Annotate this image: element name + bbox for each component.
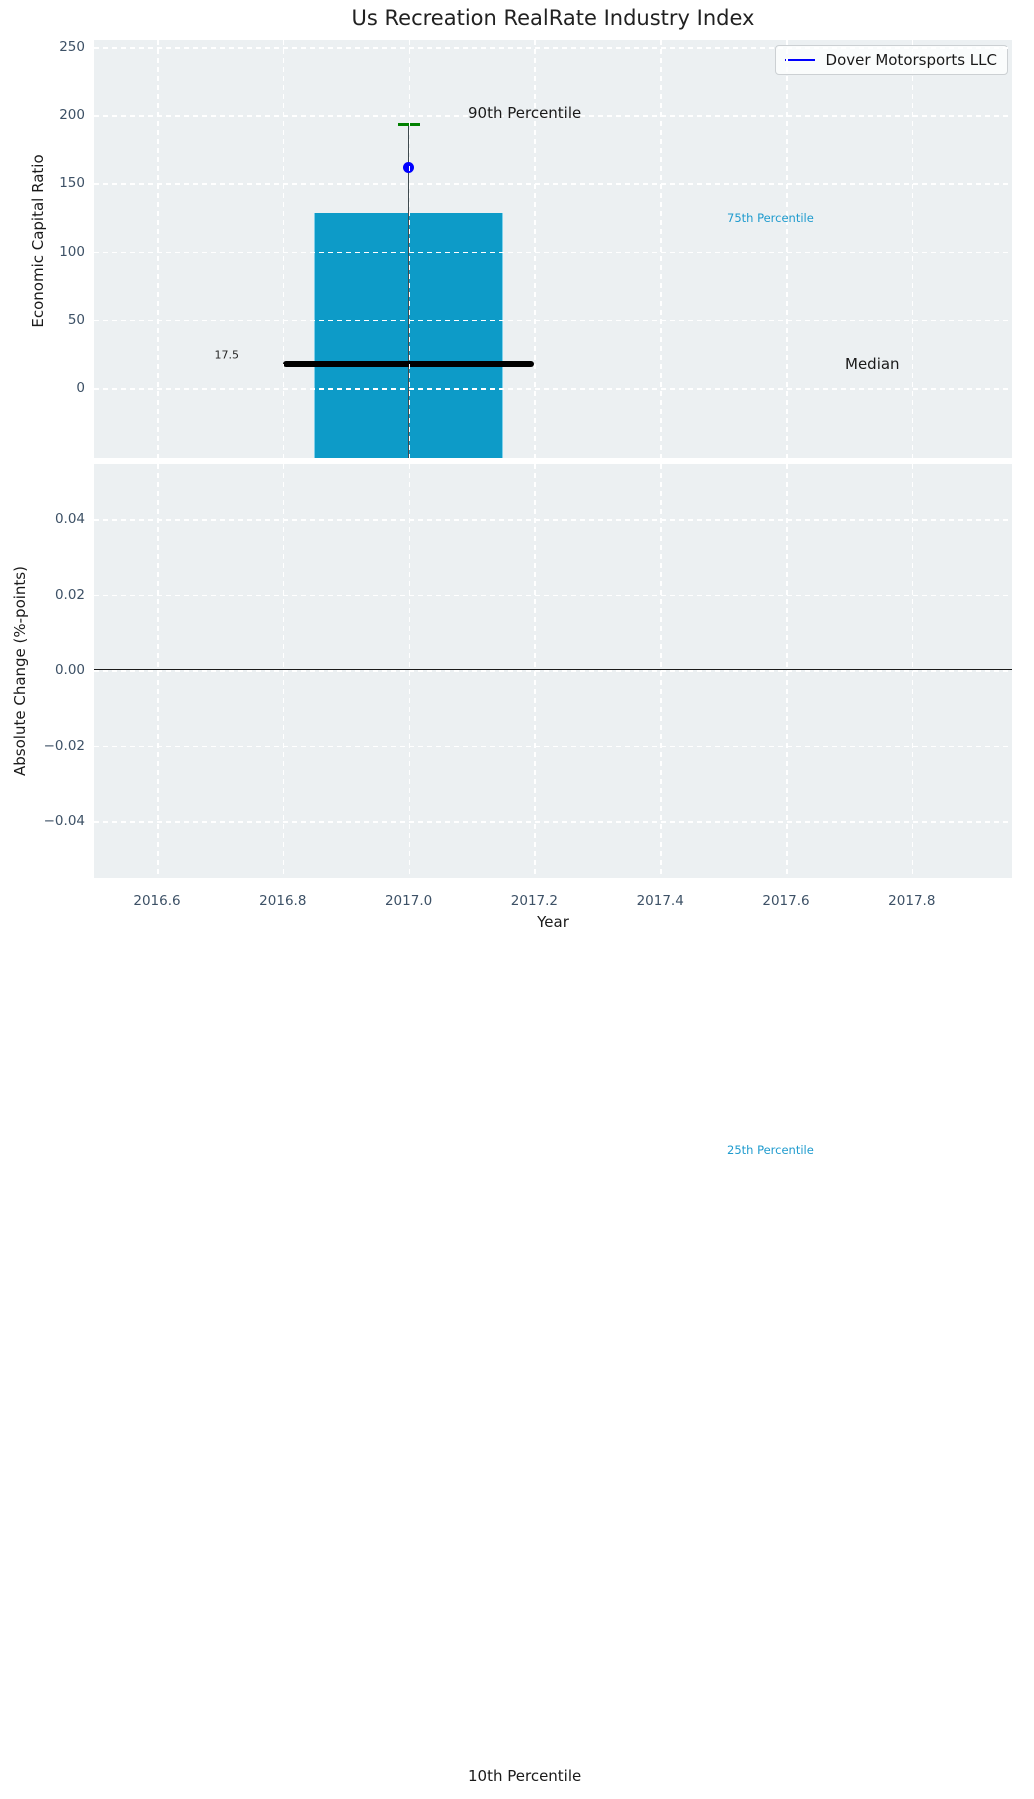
y-tick-label-top: 250	[59, 39, 85, 55]
y-tick-label-top: 50	[67, 311, 85, 328]
legend: Dover Motorsports LLC	[774, 45, 1008, 75]
median-value-label: 17.5	[214, 348, 240, 362]
gridline-vertical	[282, 40, 285, 458]
legend-line-sample	[784, 58, 815, 62]
gridline-vertical	[408, 40, 411, 458]
gridline-horizontal	[94, 183, 1012, 185]
annotation-median: Median	[845, 355, 900, 373]
annotation-25th-percentile: 25th Percentile	[727, 1143, 814, 1157]
gridline-horizontal	[94, 388, 1012, 390]
x-tick-label: 2016.6	[133, 893, 181, 909]
gridline-vertical	[157, 40, 159, 458]
top-y-axis-label: Economic Capital Ratio	[29, 154, 47, 328]
gridline-horizontal	[94, 821, 1012, 823]
y-tick-label-bottom: 0.02	[54, 586, 85, 603]
gridline-horizontal	[94, 115, 1012, 117]
bottom-subplot	[94, 464, 1012, 878]
annotation-90th-percentile: 90th Percentile	[468, 104, 582, 122]
gridline-horizontal	[94, 594, 1012, 596]
gridline-vertical	[911, 40, 914, 458]
x-tick-label: 2016.8	[259, 893, 307, 909]
chart-title: Us Recreation RealRate Industry Index	[351, 6, 755, 30]
gridline-horizontal	[94, 519, 1012, 521]
gridline-vertical	[534, 40, 536, 458]
annotation-75th-percentile: 75th Percentile	[727, 211, 814, 225]
y-tick-label-bottom: 0.04	[54, 511, 85, 527]
gridline-vertical	[786, 40, 788, 458]
gridline-horizontal	[94, 47, 1012, 49]
gridline-horizontal	[94, 745, 1012, 747]
y-tick-label-top: 200	[59, 107, 85, 124]
gridline-horizontal	[94, 319, 1012, 322]
legend-label: Dover Motorsports LLC	[825, 51, 997, 69]
x-axis-label: Year	[537, 913, 569, 931]
bottom-y-axis-label: Absolute Change (%-points)	[11, 566, 29, 776]
x-tick-label: 2017.6	[762, 893, 810, 909]
gridline-horizontal	[94, 251, 1012, 254]
x-tick-label: 2017.4	[636, 893, 684, 909]
x-tick-label: 2017.8	[888, 893, 936, 909]
gridline-horizontal	[94, 670, 1012, 672]
gridline-vertical	[660, 40, 662, 458]
y-tick-label-top: 0	[76, 380, 85, 396]
y-tick-label-top: 100	[59, 243, 85, 260]
x-tick-label: 2017.2	[510, 893, 559, 909]
top-subplot: Dover Motorsports LLC	[94, 40, 1012, 458]
zero-reference-line	[94, 668, 1012, 671]
annotation-10th-percentile: 10th Percentile	[468, 1767, 582, 1785]
y-tick-label-top: 150	[59, 175, 85, 192]
y-tick-label-bottom: 0.00	[54, 662, 85, 678]
y-tick-label-bottom: −0.04	[43, 813, 85, 829]
x-tick-label: 2017.0	[384, 893, 433, 909]
y-tick-label-bottom: −0.02	[43, 737, 85, 754]
